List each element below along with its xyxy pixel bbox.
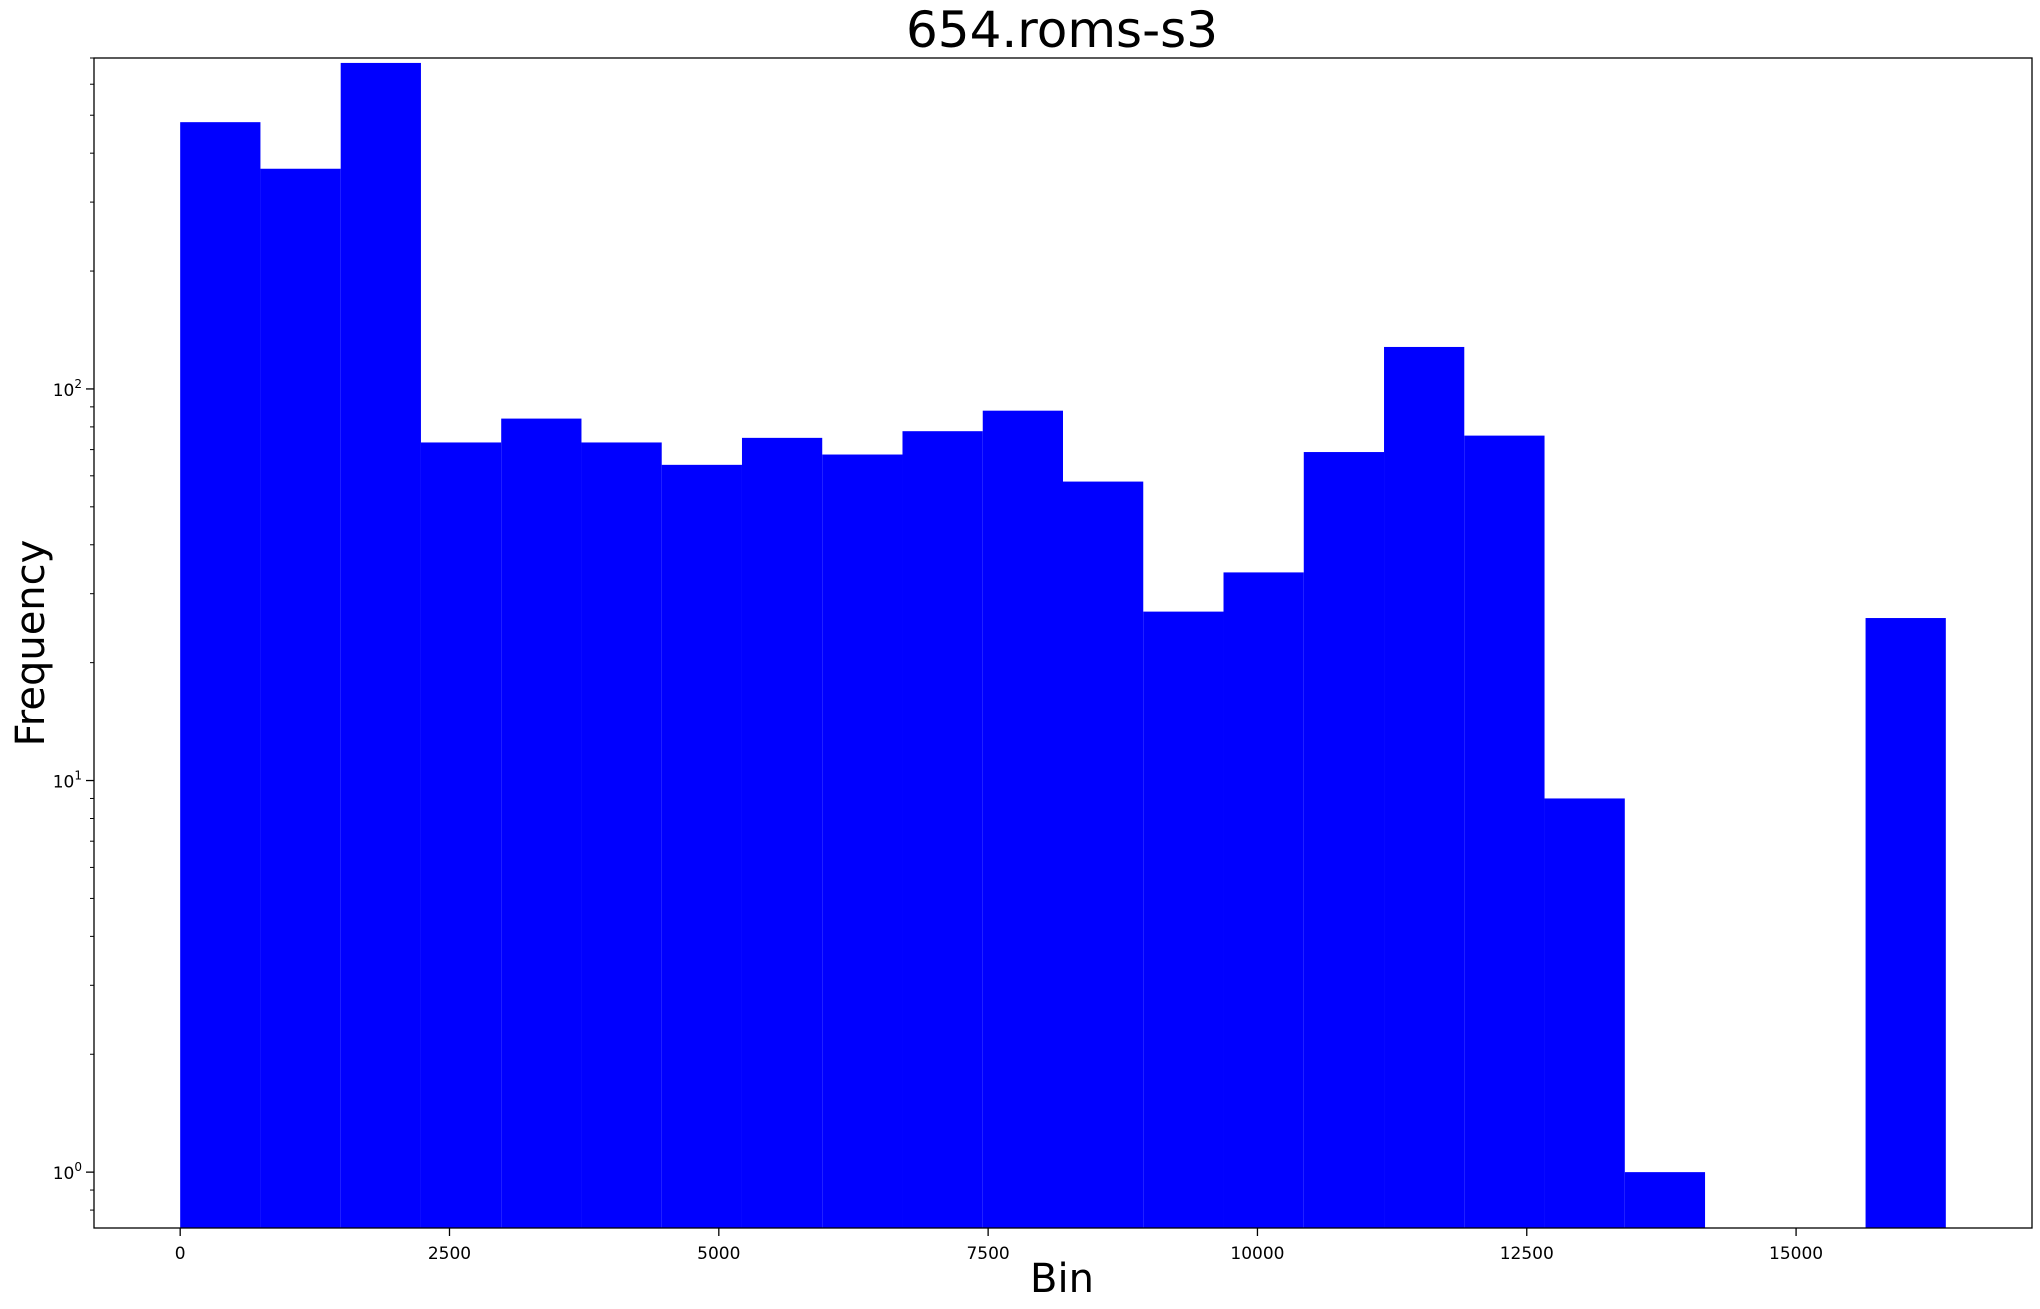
y-axis-label: Frequency <box>8 540 54 747</box>
bar <box>982 410 1063 1228</box>
bar <box>1063 481 1144 1228</box>
bar <box>1624 1172 1706 1228</box>
bar <box>902 431 983 1229</box>
x-tick-label: 12500 <box>1500 1244 1554 1264</box>
bar <box>661 464 742 1229</box>
x-tick-label: 2500 <box>428 1244 471 1264</box>
x-axis-ticks: 0 2500 5000 7500 10000 12500 15000 <box>175 1228 1823 1264</box>
plot-frame <box>93 57 2033 1229</box>
x-tick-label: 0 <box>175 1244 186 1264</box>
bar <box>1303 452 1385 1228</box>
bar <box>501 418 582 1228</box>
bar <box>581 442 662 1228</box>
x-tick-label: 7500 <box>966 1244 1009 1264</box>
y-axis-ticks: 100 101 102 <box>53 57 94 1211</box>
bar <box>1865 618 1946 1228</box>
chart-title: 654.roms-s3 <box>906 1 1218 59</box>
bar <box>1464 435 1545 1228</box>
x-tick-label: 10000 <box>1230 1244 1284 1264</box>
bar <box>741 437 823 1228</box>
bar <box>1143 611 1224 1228</box>
bar <box>420 442 502 1228</box>
x-tick-label: 5000 <box>697 1244 740 1264</box>
bar <box>1384 346 1465 1229</box>
bars-group <box>180 62 1946 1229</box>
y-tick-label: 102 <box>53 377 82 401</box>
y-tick-label: 101 <box>53 769 82 793</box>
bar <box>1544 798 1625 1228</box>
y-tick-label: 100 <box>53 1160 82 1184</box>
x-axis-label: Bin <box>1030 1256 1094 1302</box>
bar <box>260 168 341 1229</box>
bar <box>1223 572 1304 1228</box>
bar <box>340 62 421 1229</box>
bar <box>180 122 261 1229</box>
x-tick-label: 15000 <box>1769 1244 1823 1264</box>
bar <box>822 454 903 1228</box>
